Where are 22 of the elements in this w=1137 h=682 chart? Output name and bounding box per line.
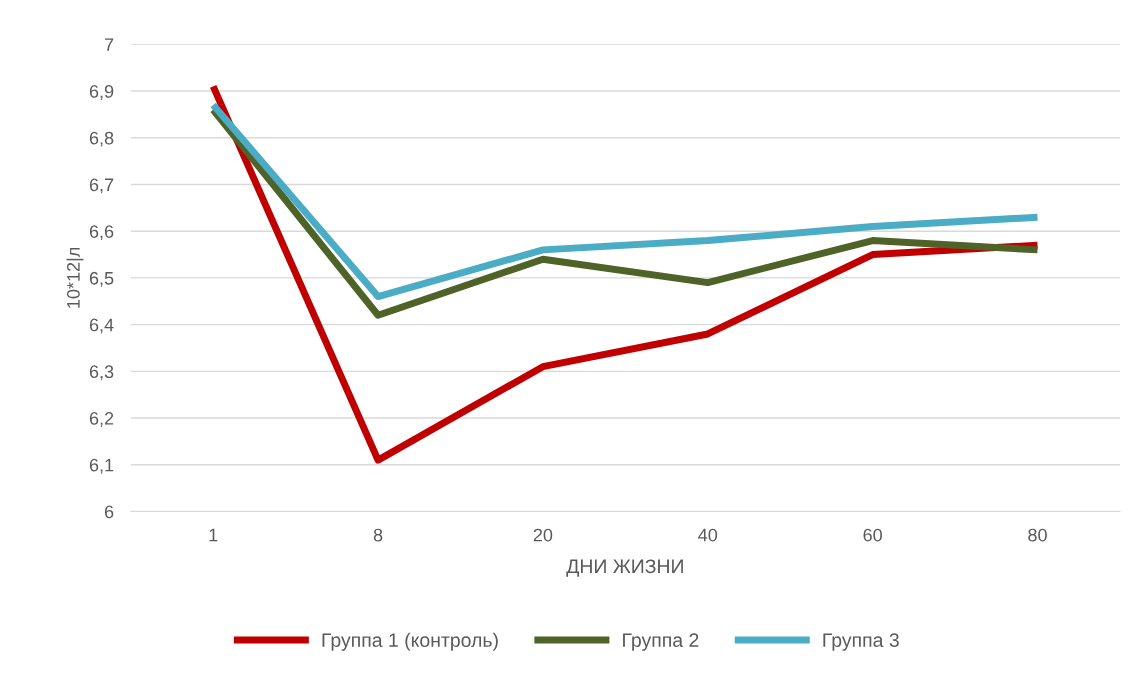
- y-tick-label: 6,2: [89, 412, 114, 427]
- y-axis-title: 10*12|л: [66, 247, 84, 308]
- x-axis-title: ДНИ ЖИЗНИ: [566, 559, 683, 577]
- x-tick-label: 60: [863, 528, 882, 542]
- y-tick-label: 6,8: [89, 131, 114, 147]
- y-tick-label: 6,9: [89, 84, 114, 100]
- legend-label: Группа 3: [823, 633, 899, 651]
- y-tick-label: 6,4: [89, 318, 114, 334]
- legend-label: Группа 1 (контроль): [322, 632, 498, 651]
- y-tick-label: 6,7: [89, 178, 114, 194]
- x-tick-label: 20: [533, 528, 553, 542]
- x-tick-label: 80: [1028, 528, 1047, 542]
- legend-label: Группа 2: [623, 633, 699, 651]
- y-tick-label: 6,5: [89, 271, 114, 287]
- y-tick-label: 6,6: [89, 225, 114, 241]
- y-tick-label: 7: [104, 38, 114, 51]
- y-tick-label: 6,3: [89, 365, 114, 381]
- x-tick-label: 1: [209, 528, 218, 542]
- x-tick-label: 40: [698, 528, 718, 542]
- y-tick-label: 6: [104, 505, 114, 519]
- x-tick-label: 8: [373, 528, 383, 542]
- y-tick-label: 6,1: [89, 458, 114, 474]
